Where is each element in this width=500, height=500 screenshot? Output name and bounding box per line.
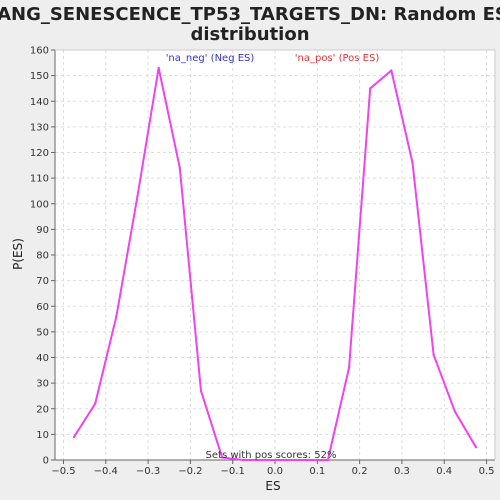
data-point xyxy=(263,458,266,462)
x-tick-label: 0.4 xyxy=(436,466,452,477)
data-point xyxy=(93,402,97,405)
data-point xyxy=(326,458,330,462)
y-tick-label: 120 xyxy=(30,148,49,159)
series xyxy=(72,66,478,462)
y-tick-label: 70 xyxy=(36,276,49,287)
y-tick-label: 30 xyxy=(36,379,49,390)
data-point xyxy=(178,166,182,170)
data-point xyxy=(368,87,372,90)
x-tick-label: 0.1 xyxy=(309,466,325,477)
x-tick-label: 0.0 xyxy=(267,466,283,477)
chart-title-line-2: distribution xyxy=(190,24,309,45)
data-point xyxy=(72,435,76,439)
y-tick-label: 40 xyxy=(36,353,49,364)
y-tick-label: 90 xyxy=(36,225,49,236)
data-point xyxy=(411,161,414,164)
x-tick-label: −0.3 xyxy=(136,466,160,477)
y-tick-label: 130 xyxy=(30,122,49,133)
y-tick-label: 10 xyxy=(36,430,49,441)
y-tick-label: 20 xyxy=(36,404,49,415)
x-tick-label: −0.2 xyxy=(178,466,202,477)
data-point xyxy=(199,389,203,393)
x-tick-label: −0.5 xyxy=(51,466,75,477)
x-tick-label: 0.2 xyxy=(352,466,368,477)
y-tick-label: 80 xyxy=(36,251,49,262)
pos-score-annotation: Sets with pos scores: 52% xyxy=(206,450,337,461)
data-point xyxy=(284,458,287,462)
x-tick-label: 0.3 xyxy=(394,466,410,477)
data-point xyxy=(347,366,351,369)
neg-es-annotation: 'na_neg' (Neg ES) xyxy=(166,53,255,64)
y-tick-label: 50 xyxy=(36,327,49,338)
data-point xyxy=(453,410,457,413)
data-point xyxy=(242,458,245,462)
y-axis-label: P(ES) xyxy=(11,238,25,270)
x-tick-label: −0.1 xyxy=(221,466,245,477)
data-point xyxy=(390,69,393,72)
y-tick-label: 110 xyxy=(30,174,49,185)
chart-title-line-1: TANG_SENESCENCE_TP53_TARGETS_DN: Random … xyxy=(0,4,500,25)
y-tick-label: 0 xyxy=(43,456,49,467)
pos-es-annotation: 'na_pos' (Pos ES) xyxy=(295,53,380,64)
y-tick-label: 60 xyxy=(36,302,49,313)
data-point xyxy=(474,445,478,449)
y-tick-label: 100 xyxy=(30,199,49,210)
data-point xyxy=(432,353,435,357)
y-tick-label: 160 xyxy=(30,46,49,57)
data-point xyxy=(136,194,139,198)
data-point xyxy=(115,315,118,318)
data-point xyxy=(220,456,224,459)
data-point xyxy=(157,66,160,70)
x-tick-label: 0.5 xyxy=(479,466,495,477)
y-tick-label: 150 xyxy=(30,71,49,82)
es-distribution-line xyxy=(73,66,477,461)
data-point xyxy=(305,458,308,462)
x-tick-label: −0.4 xyxy=(94,466,118,477)
x-axis-label: ES xyxy=(265,479,280,493)
y-tick-label: 140 xyxy=(30,97,49,108)
